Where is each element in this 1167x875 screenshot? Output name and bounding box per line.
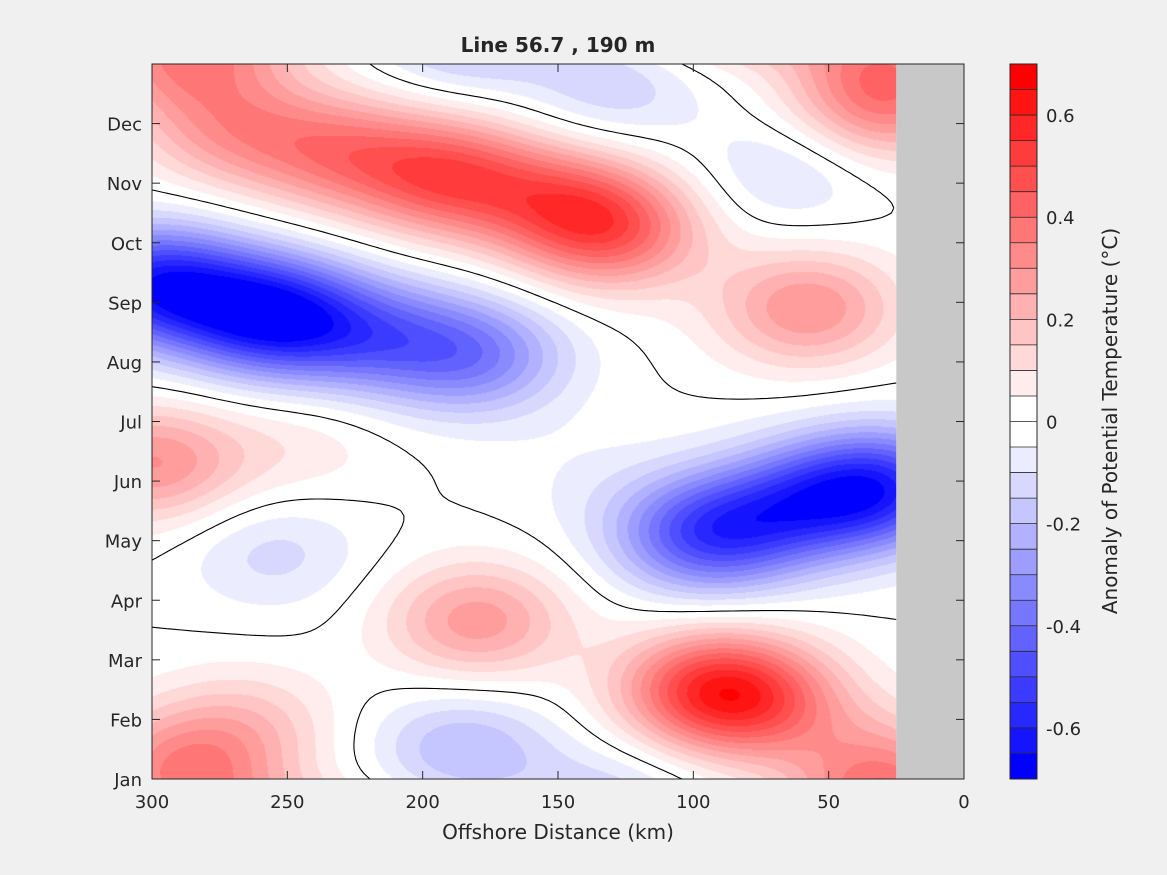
y-tick-label: Sep	[108, 293, 142, 314]
y-tick-label: Oct	[111, 234, 142, 255]
zero-contour-lines	[152, 64, 897, 779]
y-tick-label: May	[105, 532, 143, 553]
colorbar-band	[1010, 753, 1037, 780]
y-axis-ticks: Jan Feb Mar Apr May Jun Jul Aug Sep Oct Nov Dec	[105, 115, 964, 791]
colorbar-band	[1010, 242, 1037, 269]
colorbar-band	[1010, 268, 1037, 295]
y-tick-label: Mar	[108, 651, 143, 672]
colorbar-band	[1010, 140, 1037, 167]
y-tick-label: Jul	[119, 413, 142, 434]
colorbar-band	[1010, 115, 1037, 141]
x-tick-label: 250	[270, 792, 304, 813]
colorbar-band	[1010, 344, 1037, 371]
x-tick-label: 100	[676, 792, 710, 813]
colorbar-band	[1010, 447, 1037, 473]
colorbar-band	[1010, 523, 1037, 550]
y-tick-label: Nov	[107, 174, 142, 195]
colorbar: 0.6 0.4 0.2 0 -0.2 -0.4 -0.6 Anomaly of Potent…	[1009, 63, 1122, 780]
colorbar-band	[1010, 676, 1037, 703]
colorbar-ticks: 0.6 0.4 0.2 0 -0.2 -0.4 -0.6	[1046, 106, 1081, 740]
y-tick-label: Feb	[110, 710, 142, 731]
chart-title: Line 56.7 , 190 m	[461, 33, 656, 57]
y-tick-label: Jun	[113, 472, 142, 493]
colorbar-band	[1010, 600, 1037, 627]
x-axis-label: Offshore Distance (km)	[442, 820, 674, 844]
colorbar-label: Anomaly of Potential Temperature (°C)	[1098, 228, 1122, 614]
y-tick-label: Apr	[111, 591, 143, 612]
colorbar-band	[1010, 395, 1037, 422]
colorbar-band	[1010, 319, 1037, 346]
colorbar-tick-label: 0.6	[1046, 106, 1075, 127]
x-tick-label: 0	[958, 792, 969, 813]
colorbar-band	[1010, 64, 1037, 90]
colorbar-band	[1010, 549, 1037, 576]
x-axis-ticks: 300 250 200 150 100 50 0	[135, 64, 970, 813]
colorbar-bands	[1010, 64, 1037, 780]
colorbar-tick-label: -0.4	[1046, 617, 1081, 638]
zero-contour	[152, 64, 897, 779]
y-tick-label: Dec	[107, 115, 142, 136]
colorbar-band	[1010, 625, 1037, 652]
colorbar-tick-label: 0.2	[1046, 310, 1075, 331]
colorbar-band	[1010, 702, 1037, 729]
colorbar-band	[1010, 370, 1037, 397]
colorbar-band	[1010, 651, 1037, 678]
colorbar-band	[1010, 574, 1037, 601]
colorbar-band	[1010, 89, 1037, 116]
y-tick-label: Jan	[113, 770, 142, 791]
x-tick-label: 150	[541, 792, 575, 813]
colorbar-tick-label: -0.2	[1046, 515, 1081, 536]
contour-fill	[152, 64, 897, 779]
colorbar-band	[1010, 191, 1037, 218]
colorbar-tick-label: 0	[1046, 413, 1057, 434]
colorbar-band	[1010, 166, 1037, 192]
no-data-region	[896, 64, 964, 779]
colorbar-band	[1010, 293, 1037, 320]
colorbar-band	[1010, 217, 1037, 244]
x-tick-label: 200	[405, 792, 439, 813]
contour-field	[152, 64, 897, 779]
y-tick-label: Aug	[107, 353, 142, 374]
x-tick-label: 300	[135, 792, 169, 813]
x-tick-label: 50	[817, 792, 840, 813]
plot-area: 300 250 200 150 100 50 0 Jan Feb Mar Apr May Jun Jul…	[105, 63, 970, 813]
colorbar-band	[1010, 421, 1037, 448]
colorbar-band	[1010, 498, 1037, 524]
colorbar-band	[1010, 472, 1037, 499]
colorbar-band	[1010, 727, 1037, 754]
colorbar-tick-label: 0.4	[1046, 208, 1075, 229]
colorbar-box	[1009, 63, 1038, 780]
colorbar-tick-label: -0.6	[1046, 719, 1081, 740]
